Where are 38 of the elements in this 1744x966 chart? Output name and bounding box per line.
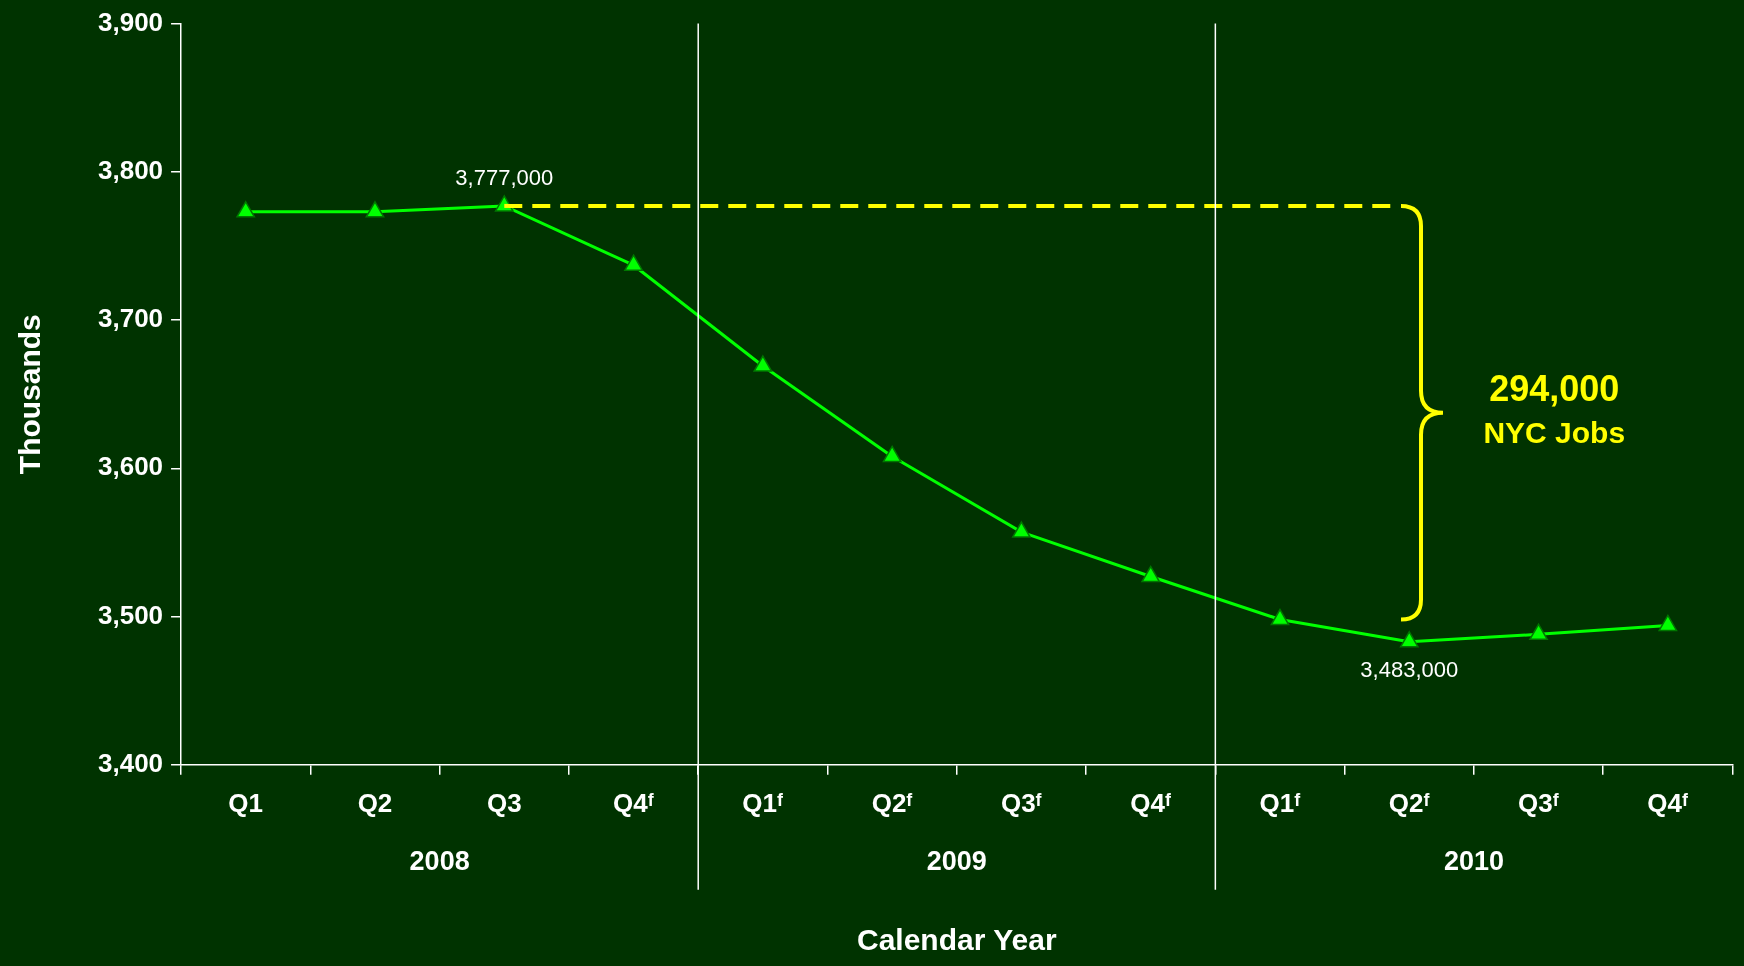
point: [753, 355, 773, 372]
x-tick-label: Q4ᶠ: [613, 787, 655, 818]
point: [1658, 614, 1678, 632]
x-tick-label: Q3ᶠ: [1000, 787, 1042, 818]
y-tick-label: 3,700: [97, 303, 164, 334]
y-tick-label: 3,600: [97, 451, 164, 482]
point: [1270, 608, 1290, 626]
annotation: 3,483,000: [1360, 656, 1459, 682]
y-tick-label: 3,800: [97, 155, 164, 186]
x-tick-label: Q1ᶠ: [742, 787, 784, 818]
point: [236, 201, 256, 218]
annotation: 294,000: [1489, 367, 1620, 410]
text: 2008: [409, 846, 470, 877]
annotation: 3,777,000: [455, 165, 554, 190]
x-tick-label: Q2: [357, 787, 393, 818]
x-axis-title: Calendar Year: [856, 923, 1057, 957]
x-tick-label: Q3ᶠ: [1518, 787, 1560, 818]
point: [882, 445, 902, 463]
point: [1399, 631, 1419, 648]
point: [624, 254, 643, 271]
point: [1141, 565, 1161, 583]
text: 2010: [1443, 846, 1504, 877]
annotation: NYC Jobs: [1483, 415, 1626, 450]
text: 2009: [926, 846, 987, 877]
point: [1529, 623, 1548, 641]
y-tick-label: 3,500: [97, 599, 164, 630]
y-tick-label: 3,400: [97, 747, 164, 778]
x-tick-label: Q3: [486, 787, 522, 818]
point: [365, 201, 385, 218]
x-tick-label: Q2ᶠ: [1388, 787, 1430, 818]
y-axis-title: Thousands: [13, 314, 47, 475]
x-tick-label: Q1: [228, 787, 264, 818]
x-tick-label: Q2ᶠ: [871, 787, 913, 818]
y-tick-label: 3,900: [97, 6, 164, 37]
x-tick-label: Q4ᶠ: [1130, 787, 1172, 818]
x-tick-label: Q1ᶠ: [1259, 787, 1301, 818]
point: [1012, 521, 1031, 538]
x-tick-label: Q4ᶠ: [1647, 787, 1689, 818]
